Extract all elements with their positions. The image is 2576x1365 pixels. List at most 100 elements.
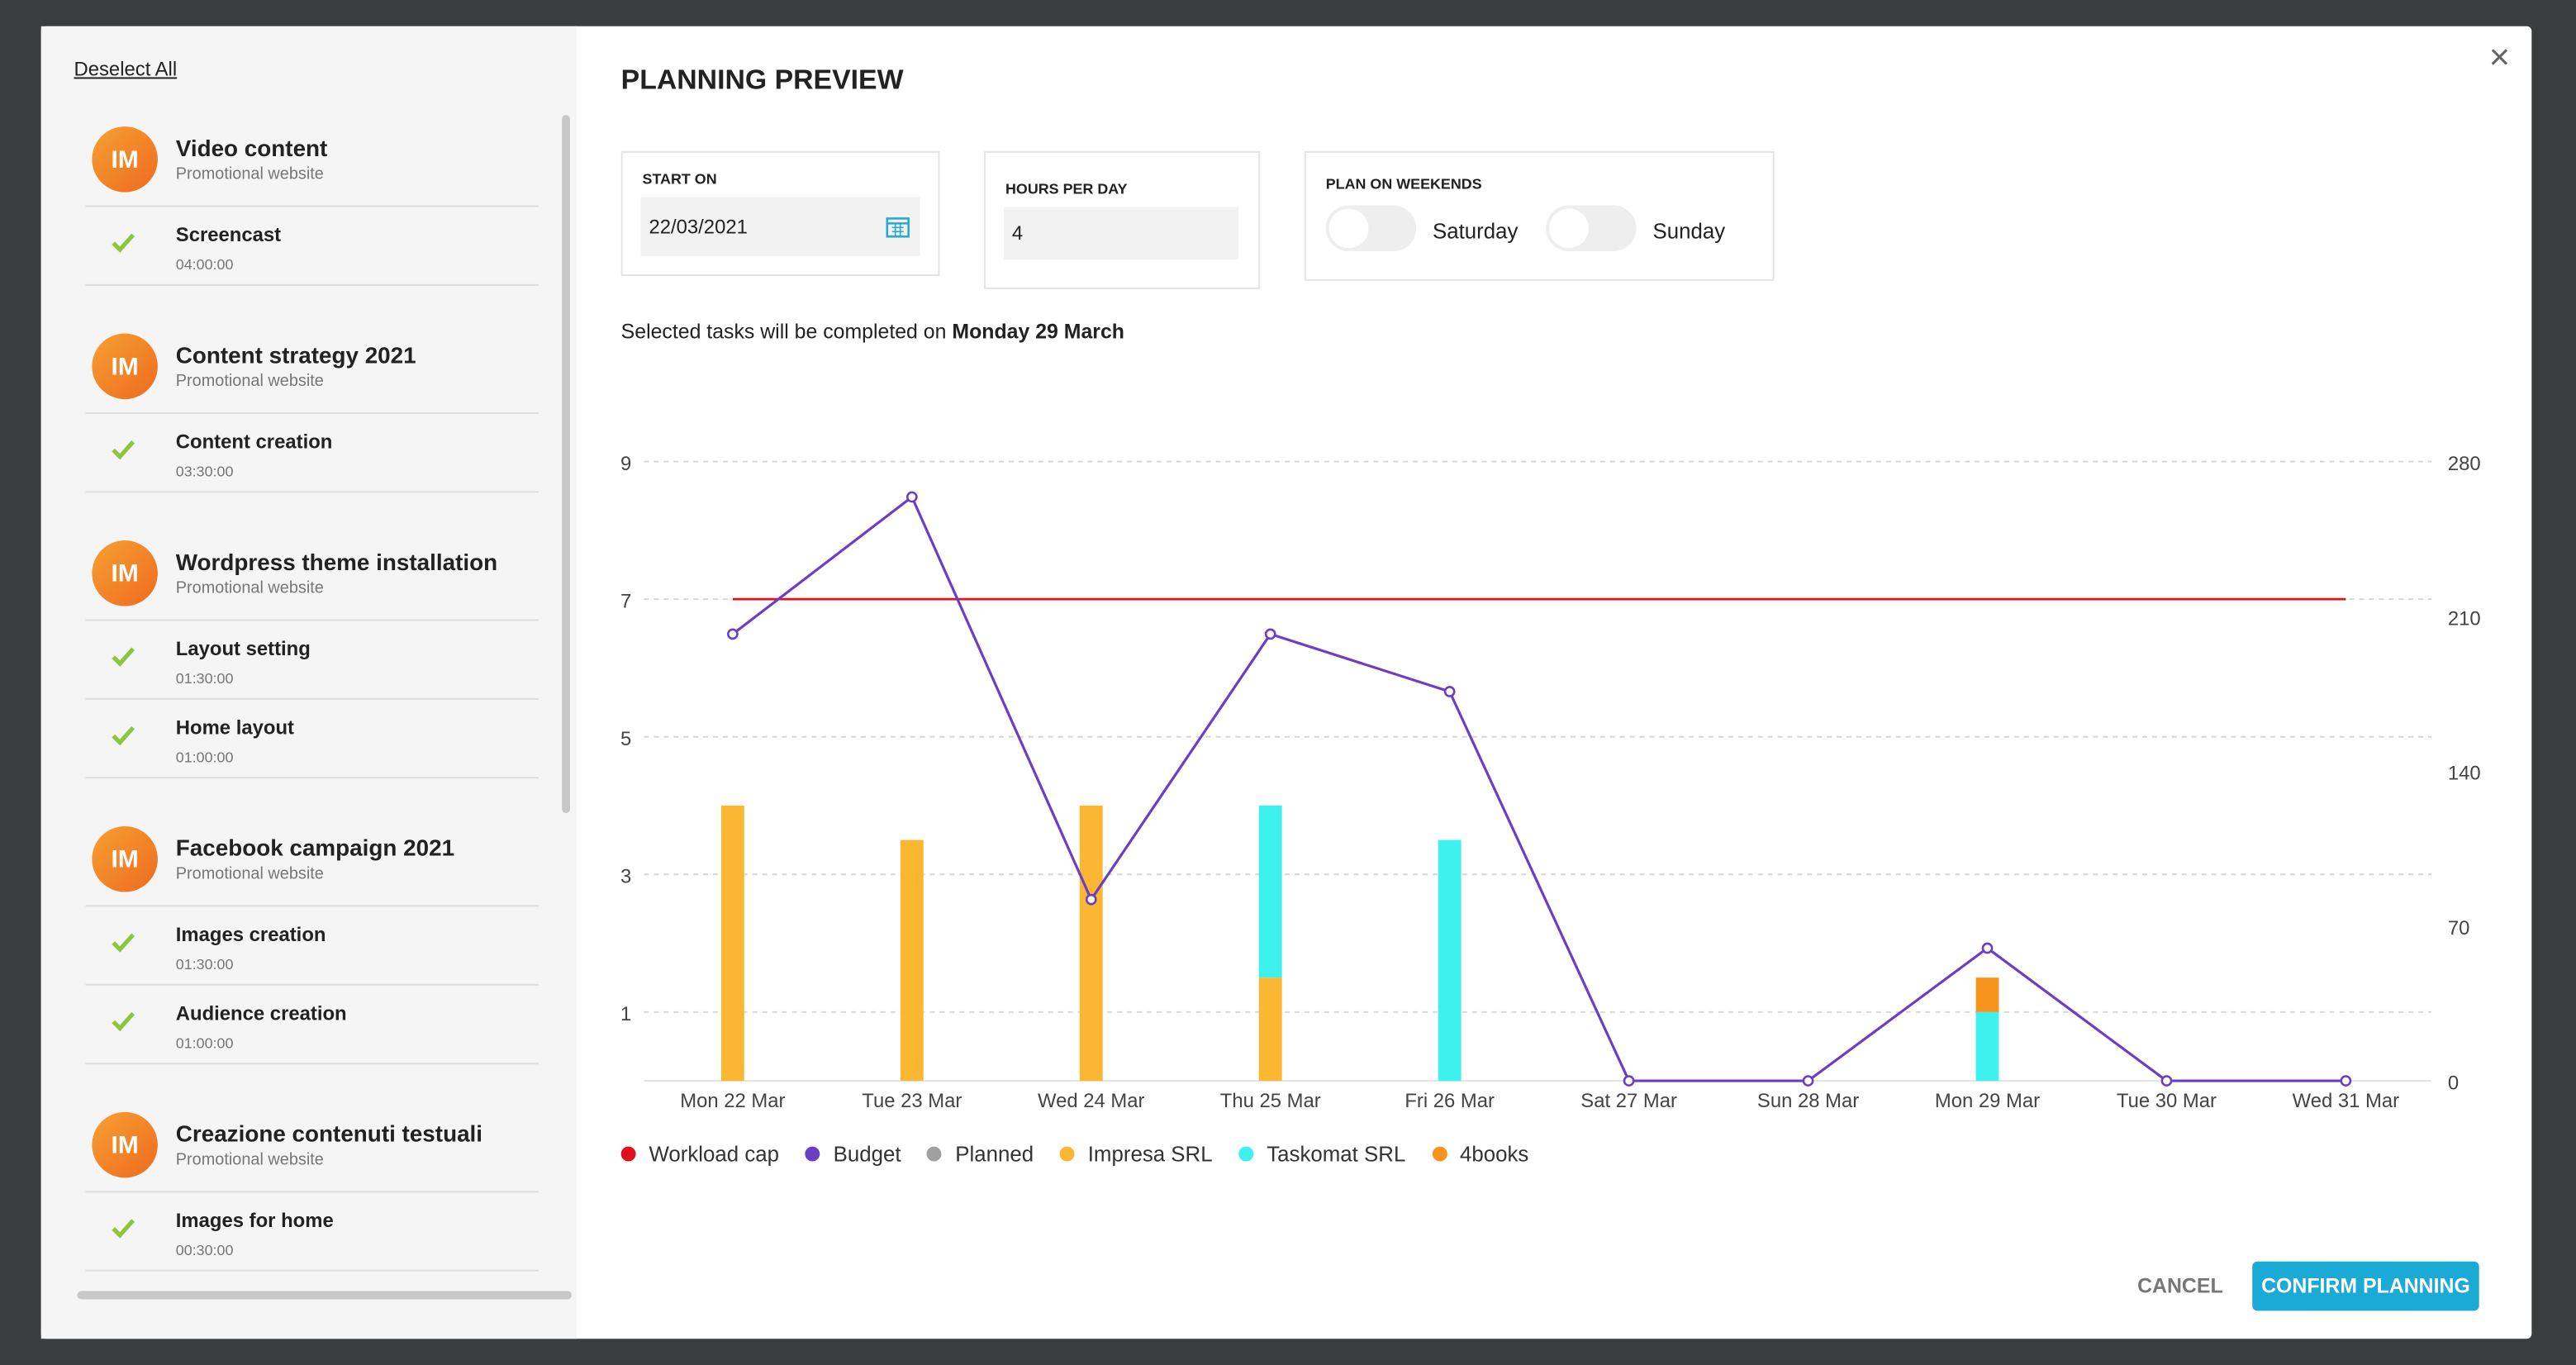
task-group: IM Wordpress theme installation Promotiona… (41, 529, 563, 779)
task[interactable]: Screencast 04:00:00 (85, 207, 539, 286)
date: Monday 29 March (952, 320, 1124, 344)
toggle[interactable] (1546, 205, 1637, 252)
group-title: Creazione contenuti testuali (175, 1120, 483, 1147)
check-icon (112, 1011, 135, 1032)
check-icon (112, 647, 135, 667)
legend-item: Planned (927, 1141, 1034, 1167)
group-title: Video content (175, 135, 328, 161)
value: 22/03/2021 (649, 215, 748, 239)
start-box: START ON 22/03/2021 (620, 150, 940, 276)
task-group: IM Facebook campaign 2021 Promotional webs… (41, 815, 563, 1065)
bar (720, 805, 744, 1082)
title: PLANNING PREVIEW (620, 64, 904, 96)
legend-label: Workload cap (649, 1141, 780, 1167)
avatar: IM (92, 540, 158, 606)
x-tick-label: Sat 27 Mar (1580, 1090, 1677, 1112)
legend-item: Taskomat SRL (1238, 1141, 1406, 1167)
task-time: 01:30:00 (175, 670, 234, 687)
legend-dot (805, 1146, 820, 1162)
group-title: Content strategy 2021 (175, 341, 416, 369)
task[interactable]: Images for home 00:30:00 (85, 1192, 539, 1272)
bar (1258, 805, 1282, 978)
bar (1975, 977, 1999, 1012)
legend-dot (927, 1146, 943, 1162)
group-subtitle: Promotional website (175, 579, 324, 598)
scrollbar (562, 115, 571, 814)
label: PLAN ON WEEKENDS (1325, 175, 1482, 193)
legend-label: Taskomat SRL (1267, 1141, 1406, 1167)
group-title: Facebook campaign 2021 (175, 834, 455, 861)
check-icon (112, 233, 135, 253)
point (1802, 1075, 1814, 1087)
task-time: 00:30:00 (175, 1241, 234, 1258)
calendar-icon[interactable] (886, 215, 910, 238)
label: CONFIRM PLANNING (2261, 1274, 2470, 1298)
bar (900, 839, 924, 1082)
y-tick-label: 9 (620, 453, 631, 475)
avatar: IM (92, 825, 158, 892)
hours-input[interactable]: 4 (1003, 207, 1239, 260)
bar (1258, 977, 1282, 1082)
group-header: IM Wordpress theme installation Promotiona… (85, 529, 539, 621)
y-tick-label: 5 (620, 728, 631, 750)
legend: Workload cap Budget Planned Impresa SRL Task… (620, 1141, 1529, 1167)
close[interactable]: × (2488, 36, 2511, 78)
task[interactable]: Content creation 03:30:00 (85, 414, 539, 493)
task[interactable]: Home layout 01:00:00 (85, 700, 539, 779)
avatar: IM (92, 333, 158, 400)
bar (1975, 1011, 1999, 1082)
task-name: Layout setting (175, 637, 311, 661)
group-header: IM Video content Promotional website (85, 115, 539, 207)
point (2340, 1075, 2352, 1087)
x-tick-label: Mon 29 Mar (1935, 1090, 2040, 1112)
check-icon (112, 725, 135, 746)
y-tick-label: 1 (620, 1003, 631, 1025)
point (1981, 942, 1994, 954)
task[interactable]: Images creation 01:30:00 (85, 906, 539, 986)
legend-label: 4books (1459, 1141, 1529, 1167)
y-tick-label: 3 (620, 866, 631, 888)
task-group: IM Creazione contenuti testuali Promotiona… (41, 1101, 563, 1272)
check-icon (112, 1219, 135, 1239)
task-name: Audience creation (175, 1001, 347, 1025)
label: START ON (642, 170, 717, 188)
deselect-all[interactable]: Deselect All (74, 57, 178, 81)
legend-label: Impresa SRL (1087, 1141, 1213, 1167)
label: Sunday (1652, 218, 1726, 244)
x-tick-label: Sun 28 Mar (1757, 1090, 1859, 1112)
point (905, 491, 918, 503)
group-subtitle: Promotional website (175, 165, 324, 184)
task[interactable]: Layout setting 01:30:00 (85, 621, 539, 700)
date-input[interactable]: 22/03/2021 (640, 197, 920, 257)
point (2160, 1075, 2173, 1087)
group-header: IM Creazione contenuti testuali Promotiona… (85, 1101, 539, 1193)
toggle[interactable] (1325, 205, 1417, 252)
point (1264, 628, 1276, 640)
scrollbar (77, 1291, 573, 1300)
x-tick-label: Fri 26 Mar (1404, 1090, 1495, 1112)
x-tick-label: Thu 25 Mar (1220, 1090, 1321, 1112)
legend-label: Planned (955, 1141, 1034, 1167)
point (1443, 686, 1456, 697)
cancel-button[interactable]: CANCEL (2137, 1274, 2223, 1298)
x-tick-label: Mon 22 Mar (680, 1090, 785, 1112)
legend-item: Workload cap (620, 1141, 780, 1167)
line (731, 494, 2346, 1082)
group-subtitle: Promotional website (175, 865, 324, 884)
x-tick-label: Wed 24 Mar (1038, 1090, 1145, 1112)
x-tick-label: Tue 23 Mar (862, 1090, 962, 1112)
group-subtitle: Promotional website (175, 373, 324, 392)
label: Saturday (1432, 218, 1519, 244)
legend-dot (620, 1146, 636, 1162)
confirm-button[interactable]: CONFIRM PLANNING (2252, 1261, 2479, 1311)
task[interactable]: Audience creation 01:00:00 (85, 986, 539, 1065)
legend-dot (1059, 1146, 1075, 1162)
summary: Selected tasks will be completed on Mond… (621, 321, 1124, 344)
task-list: IM Video content Promotional website Screen… (41, 115, 563, 1273)
legend-dot (1238, 1146, 1254, 1162)
task-name: Home layout (175, 716, 294, 740)
point (1085, 893, 1097, 906)
task-time: 01:30:00 (175, 955, 234, 973)
